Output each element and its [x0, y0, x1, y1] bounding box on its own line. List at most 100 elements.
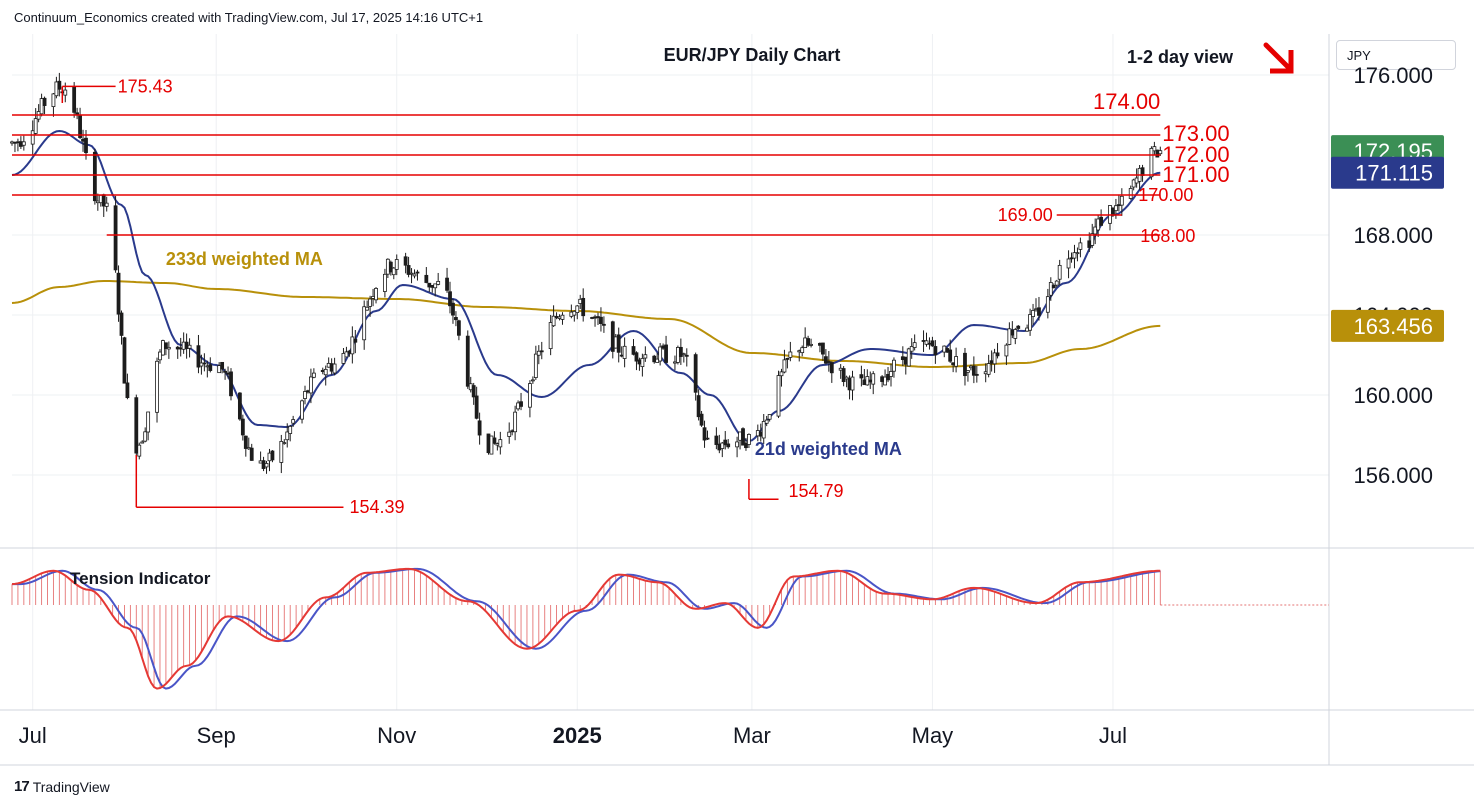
candle-body [974, 373, 979, 376]
candle-body [158, 351, 162, 361]
candle-body [986, 363, 991, 375]
candle-body [1072, 252, 1077, 259]
candle-body [850, 376, 855, 391]
candle-body [347, 350, 352, 354]
arrow-head [1270, 50, 1294, 74]
candle-body [84, 137, 88, 154]
candle-body [495, 443, 500, 446]
moving-averages [11, 129, 1161, 443]
candle-body [430, 285, 435, 288]
candle-body [738, 431, 742, 441]
candle-body [510, 430, 515, 433]
candle-body [900, 356, 905, 361]
candle-body [927, 342, 932, 345]
candle-body [829, 362, 834, 374]
currency-selector-button[interactable]: JPY [1336, 40, 1456, 70]
candle-body [394, 259, 399, 270]
candle-body [613, 336, 618, 349]
candle-body [146, 411, 151, 433]
candle-body [1004, 344, 1009, 357]
candle-body [320, 369, 325, 373]
candle-body [371, 296, 375, 299]
candle-body [21, 141, 26, 146]
candle-body [303, 391, 307, 399]
candle-body [143, 431, 148, 442]
brand-name: TradingView [32, 778, 110, 795]
price-badge-label: 171.115 [1355, 161, 1433, 186]
candle-body [489, 435, 494, 455]
candle-body [886, 373, 890, 381]
candle-body [557, 316, 562, 319]
candle-body [205, 365, 210, 368]
candle-body [1028, 314, 1032, 331]
candle-body [199, 362, 204, 367]
candle-body [616, 334, 621, 353]
candle-body [75, 112, 80, 115]
tension-indicator-pane: Tension Indicator [11, 567, 1329, 690]
candle-body [735, 441, 739, 448]
candle-body [341, 353, 346, 364]
candle-body [989, 360, 994, 364]
candle-body [548, 322, 553, 350]
candle-body [536, 350, 541, 356]
candle-body [415, 271, 420, 274]
candle-body [1090, 233, 1095, 246]
x-tick-label: 2025 [553, 723, 602, 748]
candle-body [868, 379, 873, 383]
y-tick-label: 168.000 [1353, 223, 1433, 248]
x-tick-label: Jul [19, 723, 47, 748]
candle-body [954, 356, 958, 367]
candle-body [72, 86, 77, 113]
candle-body [374, 288, 378, 301]
candle-body [184, 341, 189, 350]
candle-body [427, 282, 432, 288]
level-label: 154.79 [789, 481, 844, 501]
level-label: 173.00 [1162, 121, 1229, 146]
candle-body [968, 365, 973, 369]
candle-body [847, 377, 852, 391]
candle-body [350, 336, 355, 355]
candle-body [1037, 307, 1041, 316]
candle-body [889, 371, 893, 377]
candle-body [516, 402, 520, 410]
candle-body [1087, 240, 1092, 248]
candle-body [1016, 325, 1021, 329]
candle-body [569, 311, 574, 317]
x-tick-label: Jul [1099, 723, 1127, 748]
candle-body [81, 138, 85, 142]
candle-body [865, 376, 870, 386]
tradingview-brand[interactable]: 17 TradingView [14, 778, 110, 795]
candle-body [300, 400, 304, 420]
candle-body [530, 379, 535, 382]
price-badge: 171.115 [1331, 156, 1444, 189]
candle-body [329, 363, 334, 372]
level-label: 174.00 [1093, 89, 1160, 114]
tension-signal-line [12, 567, 1161, 690]
candle-body [883, 376, 887, 386]
candle-body [903, 356, 908, 365]
candle-body [702, 427, 707, 441]
candle-body [995, 352, 1000, 357]
candle-body [678, 346, 683, 357]
candle-body [631, 346, 636, 355]
candle-body [30, 130, 35, 145]
candle-body [54, 81, 59, 97]
candle-body [652, 355, 657, 363]
candle-body [1116, 204, 1121, 207]
candle-body [673, 361, 677, 364]
candle-body [945, 348, 950, 353]
candle-body [456, 320, 461, 336]
candle-body [240, 418, 245, 436]
candle-body [696, 395, 701, 418]
candle-body [1096, 218, 1101, 231]
candle-body [468, 383, 473, 391]
candle-body [362, 306, 367, 341]
candle-body [507, 431, 512, 437]
candle-body [575, 305, 580, 313]
candle-body [966, 370, 970, 373]
candle-body [1007, 328, 1012, 345]
arrow-shaft [1263, 42, 1291, 70]
candle-body [465, 335, 470, 387]
chart-title: EUR/JPY Daily Chart [664, 45, 841, 65]
